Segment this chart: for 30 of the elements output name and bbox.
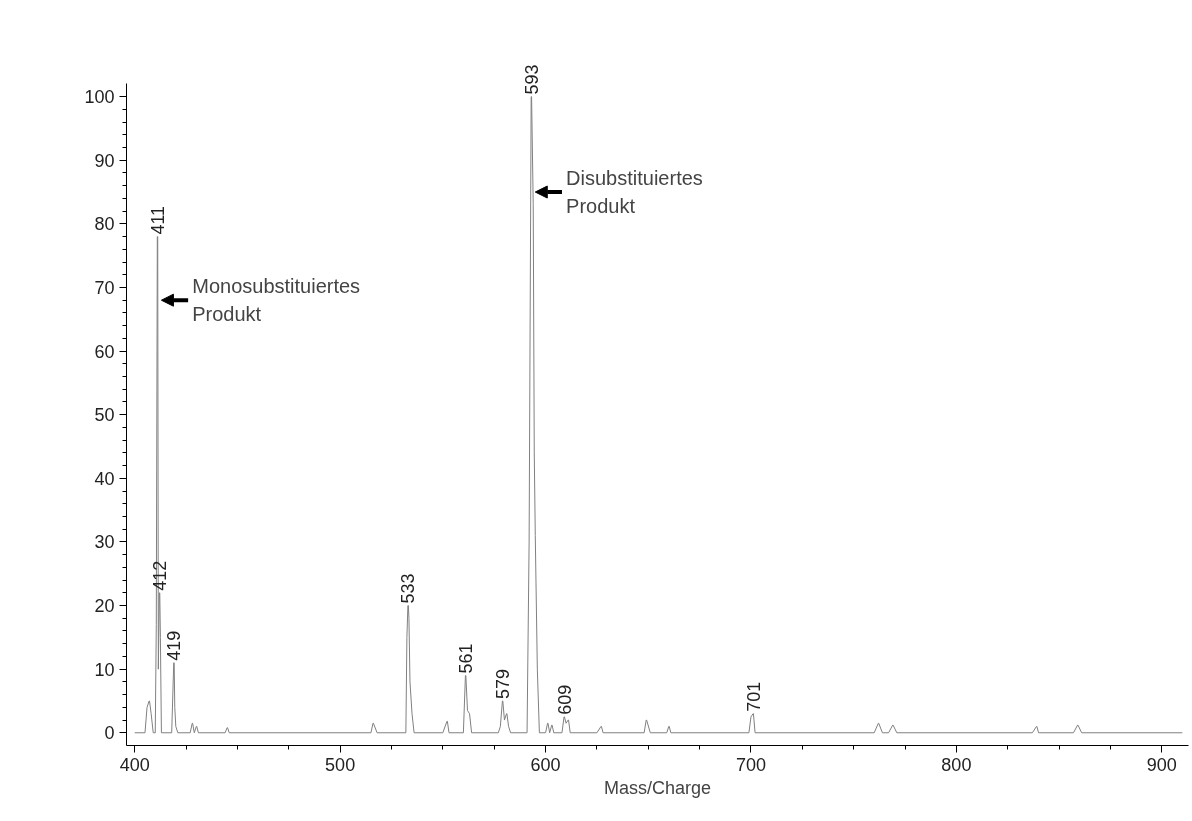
x-tick-label: 500 — [325, 754, 356, 775]
annotation: 411 — [147, 205, 168, 235]
line-series — [134, 96, 1183, 734]
y-tick-label: 20 — [94, 596, 115, 617]
annotation: 412 — [149, 560, 170, 591]
y-tick-label: 80 — [94, 214, 115, 235]
y-tick-label: 30 — [94, 532, 115, 553]
annotation: Monosubstituiertes Produkt — [192, 275, 361, 325]
annotation: 533 — [398, 573, 419, 604]
x-tick-label: 700 — [735, 754, 766, 775]
y-tick-label: 70 — [94, 277, 115, 298]
x-tick-label: 400 — [119, 754, 150, 775]
y-tick-label: 50 — [94, 405, 115, 426]
y-tick-label: 10 — [94, 659, 115, 680]
y-tick-label: 90 — [94, 150, 115, 171]
annotation: 419 — [164, 630, 185, 661]
annotation: 609 — [554, 684, 575, 715]
annotation: Disubstituiertes Produkt — [566, 167, 703, 217]
annotation: 593 — [521, 64, 542, 95]
annotation: 561 — [455, 643, 476, 674]
x-tick-label: 800 — [941, 754, 972, 775]
y-tick-label: 0 — [104, 723, 115, 744]
annotation: 701 — [743, 681, 764, 712]
y-tick-label: 40 — [94, 468, 115, 489]
annotation: 579 — [492, 668, 513, 699]
y-tick-label: 60 — [94, 341, 115, 362]
y-tick-label: 100 — [84, 87, 115, 108]
x-tick-label: 600 — [530, 754, 561, 775]
x-axis-title: Mass/Charge — [603, 777, 712, 798]
x-tick-label: 900 — [1146, 754, 1177, 775]
